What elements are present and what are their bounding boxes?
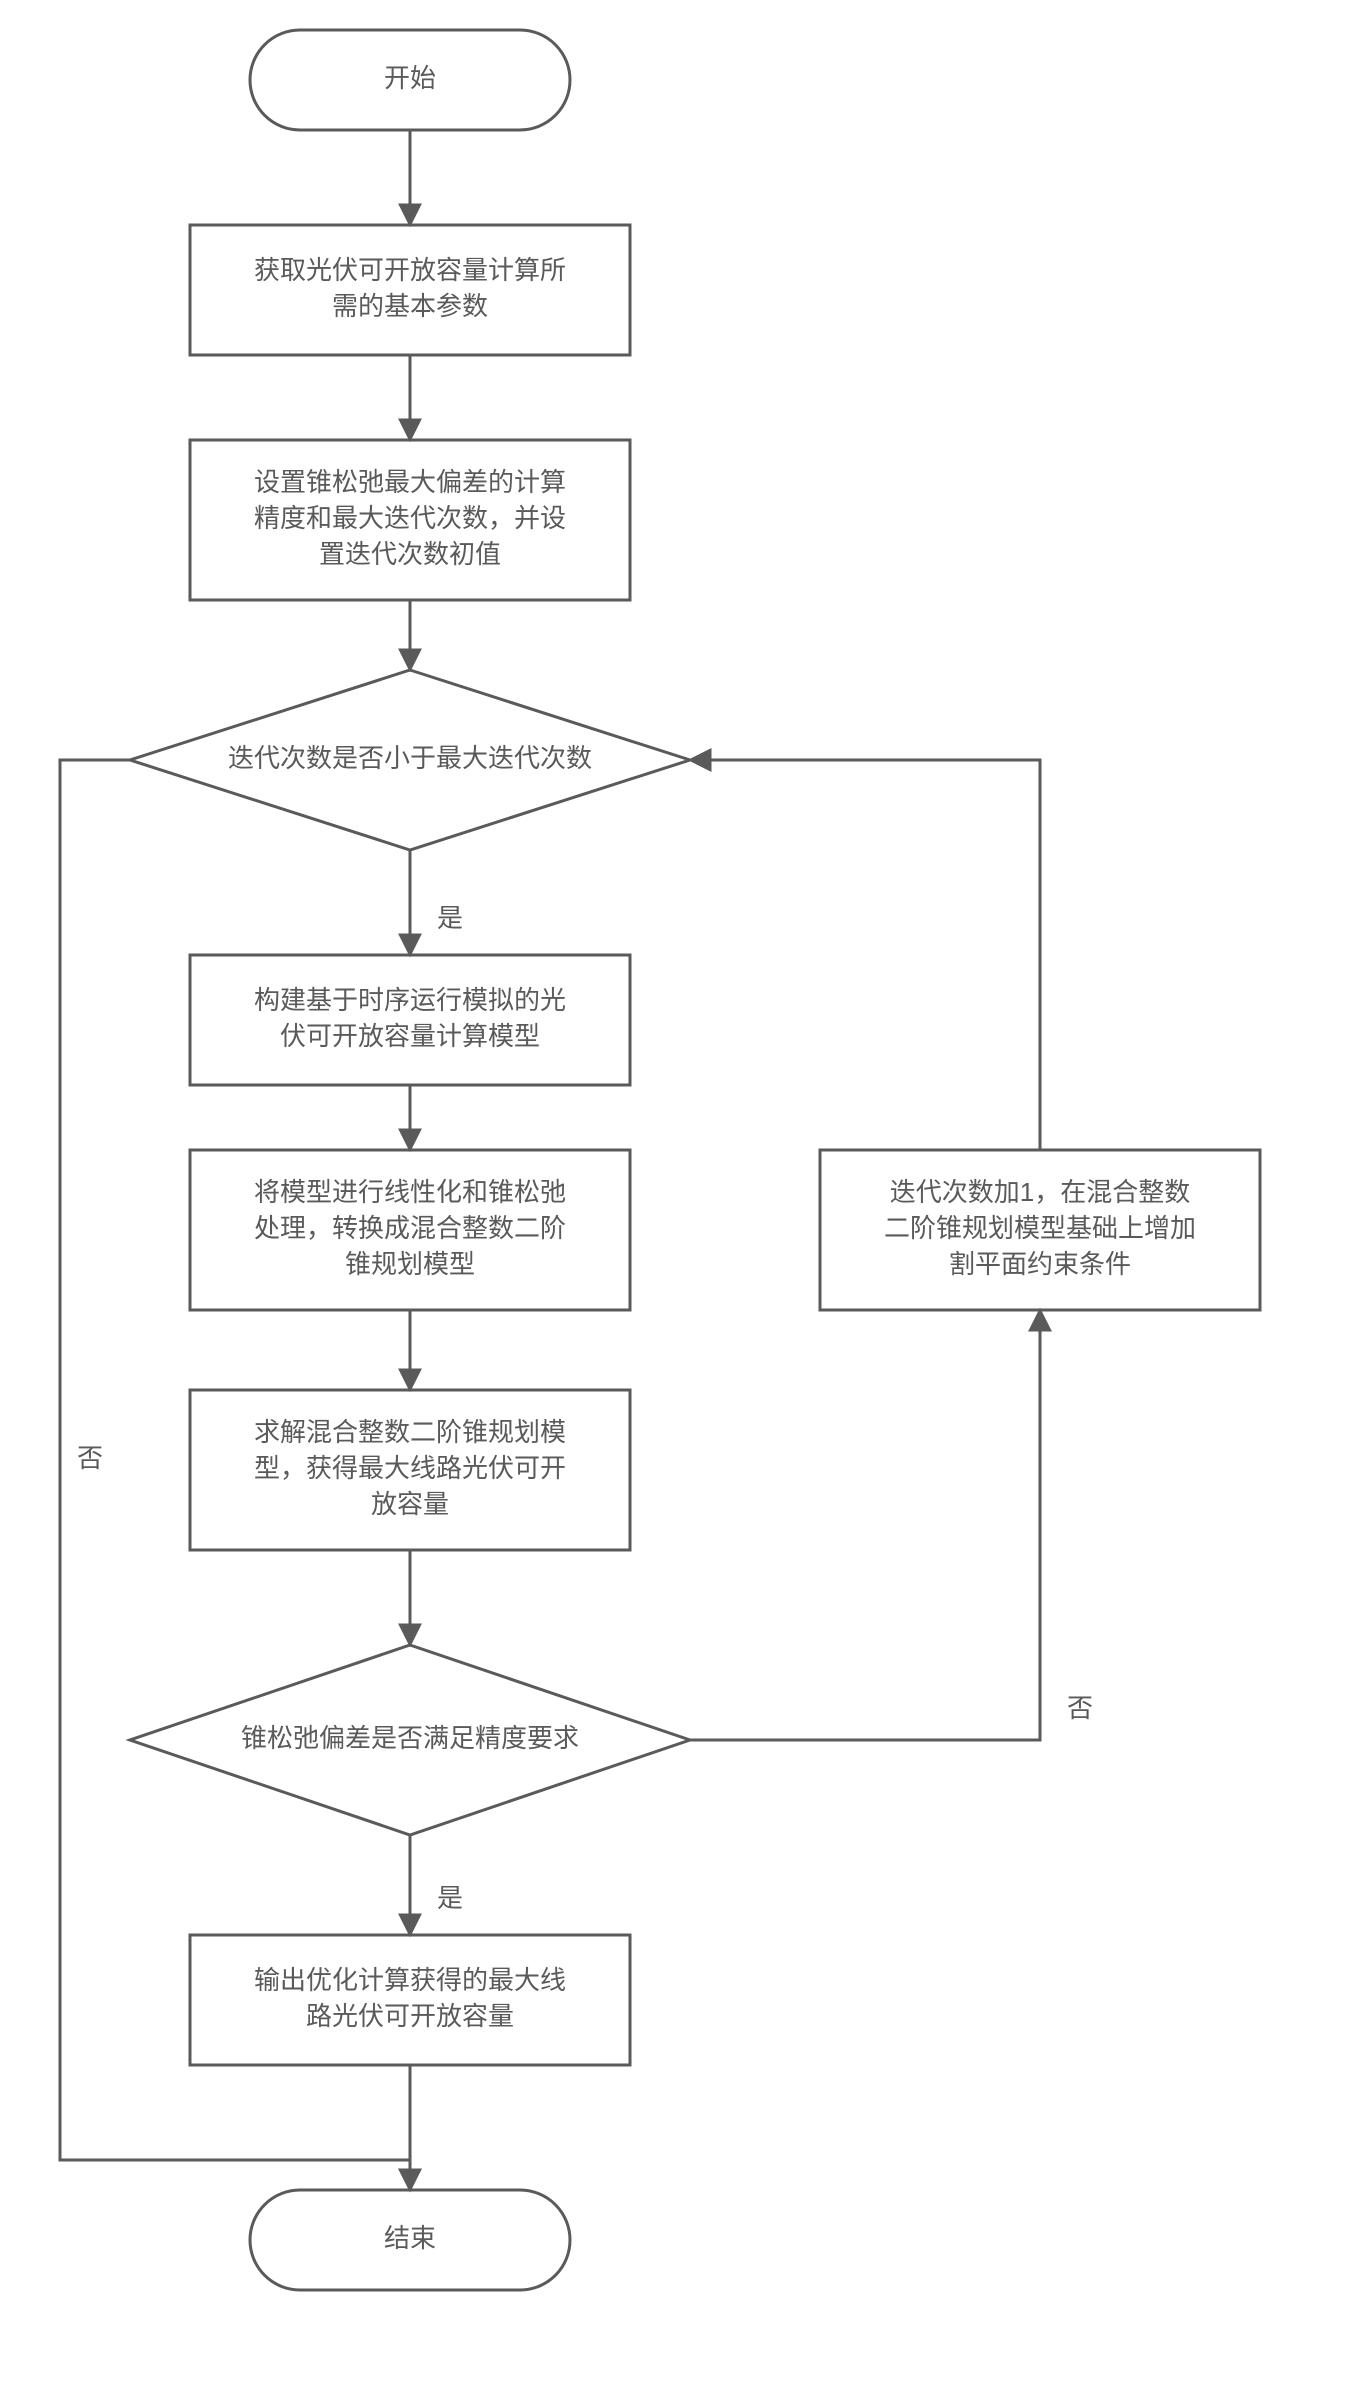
node-p4-text-0: 将模型进行线性化和锥松弛 bbox=[254, 1177, 566, 1207]
node-p3: 构建基于时序运行模拟的光伏可开放容量计算模型 bbox=[190, 955, 630, 1085]
node-p6: 输出优化计算获得的最大线路光伏可开放容量 bbox=[190, 1935, 630, 2065]
edge-label-9: 否 bbox=[77, 1443, 103, 1473]
node-d2-text-0: 锥松弛偏差是否满足精度要求 bbox=[241, 1723, 579, 1753]
node-p5-text-0: 求解混合整数二阶锥规划模 bbox=[254, 1417, 566, 1447]
node-p1-text-0: 获取光伏可开放容量计算所 bbox=[254, 255, 566, 285]
node-p7: 迭代次数加1，在混合整数二阶锥规划模型基础上增加割平面约束条件 bbox=[820, 1150, 1260, 1310]
edge-10 bbox=[690, 1310, 1040, 1740]
node-p2-text-2: 置迭代次数初值 bbox=[319, 539, 501, 569]
node-d1: 迭代次数是否小于最大迭代次数 bbox=[130, 670, 690, 850]
node-start-text-0: 开始 bbox=[384, 63, 436, 93]
edge-label-7: 是 bbox=[437, 1883, 463, 1913]
node-p5: 求解混合整数二阶锥规划模型，获得最大线路光伏可开放容量 bbox=[190, 1390, 630, 1550]
node-d2: 锥松弛偏差是否满足精度要求 bbox=[130, 1645, 690, 1835]
node-p3-text-0: 构建基于时序运行模拟的光 bbox=[254, 985, 566, 1015]
node-p5-text-1: 型，获得最大线路光伏可开 bbox=[254, 1453, 566, 1483]
node-p1-text-1: 需的基本参数 bbox=[332, 291, 488, 321]
node-end-text-0: 结束 bbox=[384, 2223, 436, 2253]
node-p6-text-1: 路光伏可开放容量 bbox=[306, 2001, 514, 2031]
node-start: 开始 bbox=[250, 30, 570, 130]
edge-label-10: 否 bbox=[1067, 1693, 1093, 1723]
nodes-layer: 开始获取光伏可开放容量计算所需的基本参数设置锥松弛最大偏差的计算精度和最大迭代次… bbox=[130, 30, 1260, 2290]
node-p2-text-0: 设置锥松弛最大偏差的计算 bbox=[254, 467, 566, 497]
node-p7-text-0: 迭代次数加1，在混合整数 bbox=[890, 1177, 1190, 1207]
node-d1-text-0: 迭代次数是否小于最大迭代次数 bbox=[228, 743, 592, 773]
node-p1: 获取光伏可开放容量计算所需的基本参数 bbox=[190, 225, 630, 355]
edge-11 bbox=[690, 760, 1040, 1150]
edge-label-3: 是 bbox=[437, 903, 463, 933]
node-p4: 将模型进行线性化和锥松弛处理，转换成混合整数二阶锥规划模型 bbox=[190, 1150, 630, 1310]
node-p7-text-2: 割平面约束条件 bbox=[949, 1249, 1131, 1279]
node-p4-text-1: 处理，转换成混合整数二阶 bbox=[254, 1213, 566, 1243]
flowchart-canvas: 是是否否开始获取光伏可开放容量计算所需的基本参数设置锥松弛最大偏差的计算精度和最… bbox=[0, 0, 1359, 2392]
node-p2-text-1: 精度和最大迭代次数，并设 bbox=[254, 503, 566, 533]
node-p3-text-1: 伏可开放容量计算模型 bbox=[280, 1021, 540, 1051]
node-p6-text-0: 输出优化计算获得的最大线 bbox=[254, 1965, 566, 1995]
node-end: 结束 bbox=[250, 2190, 570, 2290]
node-p2: 设置锥松弛最大偏差的计算精度和最大迭代次数，并设置迭代次数初值 bbox=[190, 440, 630, 600]
node-p4-text-2: 锥规划模型 bbox=[345, 1249, 475, 1279]
node-p5-text-2: 放容量 bbox=[371, 1489, 449, 1519]
node-p7-text-1: 二阶锥规划模型基础上增加 bbox=[884, 1213, 1196, 1243]
